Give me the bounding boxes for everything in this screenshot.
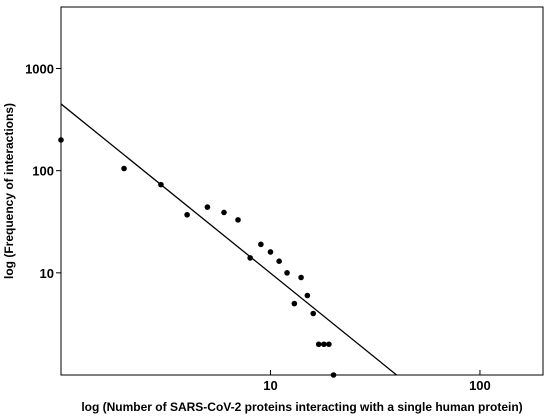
y-tick-label: 1000	[25, 62, 54, 77]
data-point	[184, 211, 190, 218]
data-point	[321, 341, 327, 348]
data-point	[158, 181, 164, 188]
trendline	[60, 103, 397, 376]
data-point	[276, 258, 282, 264]
data-point	[315, 341, 322, 348]
y-tick-label: 10	[40, 266, 54, 281]
data-point	[310, 310, 317, 317]
y-tick-label: 100	[32, 164, 54, 179]
data-point	[58, 137, 64, 143]
data-point	[326, 341, 332, 348]
data-point	[330, 372, 337, 378]
x-axis-label: log (Number of SARS-CoV-2 proteins inter…	[81, 400, 522, 414]
data-point	[258, 241, 264, 248]
data-point	[267, 249, 274, 255]
data-point	[235, 217, 241, 223]
x-tick-label: 10	[263, 378, 277, 393]
x-axis-ticks: 10 100	[263, 370, 491, 393]
trendline-layer	[60, 103, 397, 376]
data-point	[291, 300, 298, 307]
data-point	[284, 270, 290, 276]
y-axis-label: log (Frequency of interactions)	[2, 103, 16, 279]
y-axis-ticks: 10 100 1000	[25, 62, 61, 281]
plot-frame	[60, 6, 544, 376]
data-point	[204, 204, 211, 210]
data-point	[121, 165, 127, 172]
x-tick-label: 100	[469, 378, 491, 393]
data-point	[298, 274, 304, 281]
data-point	[221, 209, 227, 216]
data-point	[304, 292, 311, 299]
points-layer	[58, 137, 337, 378]
data-point	[247, 255, 253, 261]
